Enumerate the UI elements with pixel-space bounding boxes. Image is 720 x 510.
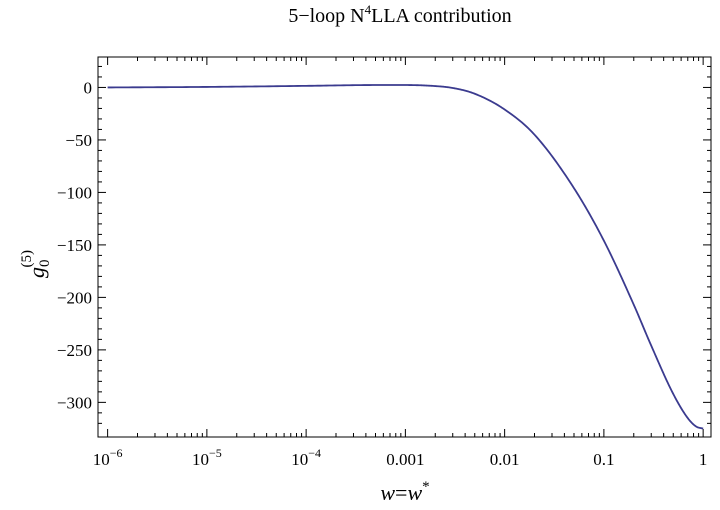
tick-group: 10−6 10−5 10−4 0.001 0.01 0.1 1 0 −50 −100 −150 −20…	[57, 57, 711, 469]
x-axis-label-superscript: *	[422, 479, 430, 495]
x-tick-label: 0.001	[386, 450, 424, 469]
y-axis-label: g0(5)	[19, 250, 53, 278]
chart-title: 5−loop N4LLA contribution	[288, 2, 511, 27]
y-axis-label-group: g0(5)	[19, 250, 53, 278]
y-axis-label-superscript: (5)	[19, 250, 35, 268]
y-tick-label: −300	[57, 393, 92, 412]
x-tick-label: 10−5	[192, 446, 222, 469]
x-tick-label: 0.01	[490, 450, 520, 469]
x-tick-label: 1	[699, 450, 708, 469]
y-axis-label-subscript: 0	[37, 260, 53, 268]
y-tick-label: −250	[57, 341, 92, 360]
y-tick-label: −50	[65, 131, 92, 150]
x-tick-label: 10−6	[93, 446, 123, 469]
series-line	[107, 84, 704, 430]
y-tick-label: 0	[84, 78, 93, 97]
series-layer	[107, 84, 704, 430]
x-tick-label: 10−4	[291, 446, 321, 469]
x-axis-label: w=w*	[380, 479, 429, 505]
plot-frame	[97, 56, 712, 438]
y-tick-label: −150	[57, 236, 92, 255]
y-tick-label: −100	[57, 183, 92, 202]
y-tick-label: −200	[57, 288, 92, 307]
x-tick-label: 0.1	[593, 450, 614, 469]
chart-title-superscript: 4	[365, 2, 372, 17]
